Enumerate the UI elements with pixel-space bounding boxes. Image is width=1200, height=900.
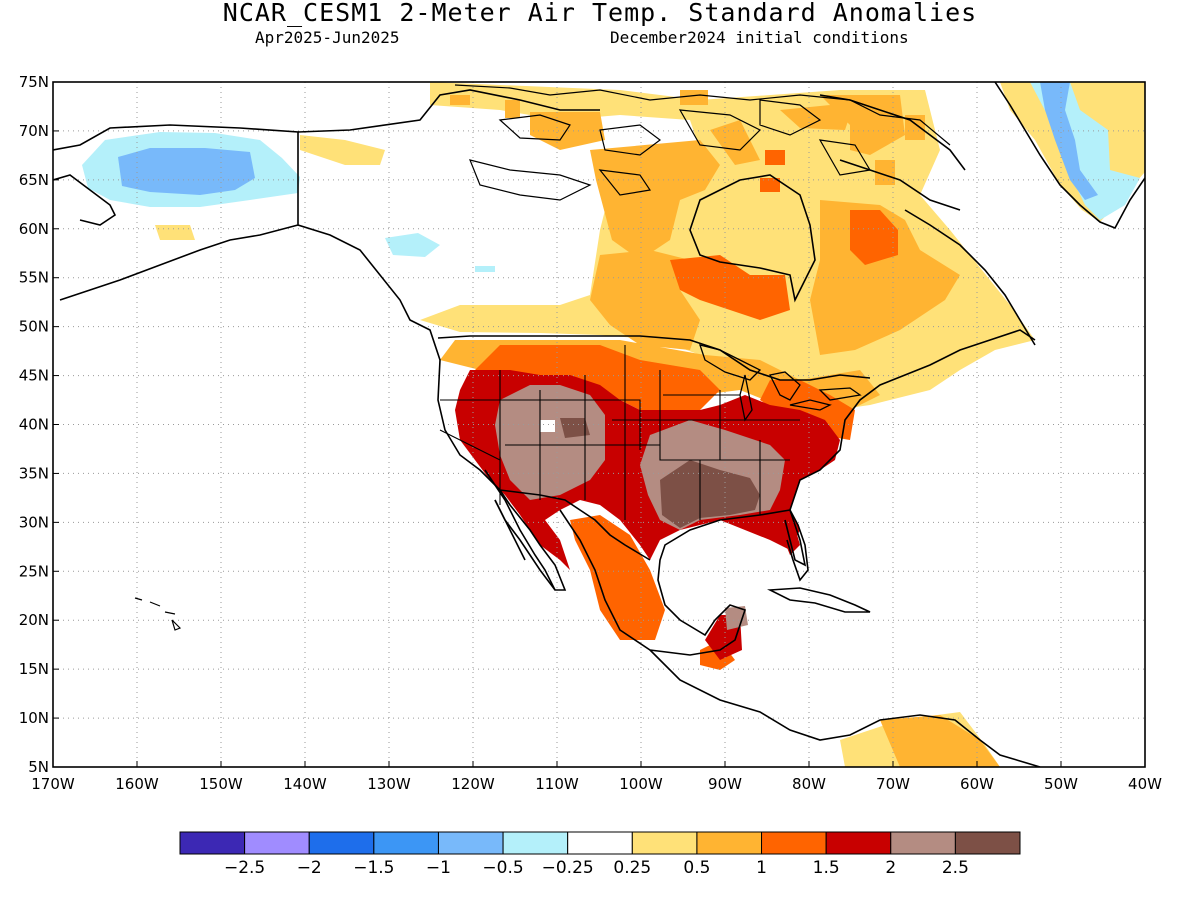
lon-label: 50W [1044,775,1078,793]
us-state-lines [439,345,800,520]
lat-label: 45N [19,367,49,385]
colorbar-swatch [890,831,956,855]
southern-us-darkbrown [560,418,760,528]
lat-label: 70N [19,122,49,140]
coastlines [53,82,1145,767]
lon-label: 100W [619,775,663,793]
lat-label: 55N [19,269,49,287]
colorbar-label: −0.25 [542,858,594,878]
arctic-islands [454,84,951,201]
colorbar-swatch [179,831,246,855]
initial-conditions: December2024 initial conditions [610,28,909,47]
lon-label: 90W [708,775,742,793]
lat-label: 35N [19,464,49,482]
colorbar: −2.5 −2 −1.5 −1 −0.5 −0.25 0.25 0.5 1 1.5 2 2.5 [179,831,1021,878]
lon-label: 160W [115,775,159,793]
lon-label: 130W [367,775,411,793]
forecast-period: Apr2025-Jun2025 [255,28,400,47]
florida [786,509,809,582]
alaska-cold-core [118,148,255,195]
lat-label: 15N [19,660,49,678]
lat-label: 30N [19,513,49,531]
baja-coast [484,469,556,591]
greenland-coast [994,82,1145,230]
lat-label: 40N [19,416,49,434]
lat-label: 25N [19,562,49,580]
lon-label: 170W [31,775,75,793]
greenland-cold-core [1040,82,1098,200]
colorbar-label: −1.5 [353,858,394,878]
lat-label: 50N [19,318,49,336]
lat-label: 5N [28,758,49,776]
map-title: NCAR_CESM1 2-Meter Air Temp. Standard An… [222,0,978,27]
colorbar-swatch [631,831,698,855]
colorbar-swatch [373,831,439,855]
colorbar-swatch [502,831,569,855]
cuba [767,587,871,613]
lat-label: 75N [19,73,49,91]
lon-label: 110W [535,775,579,793]
colorbar-label: −2.5 [224,858,265,878]
nwt-cold-patch [475,266,495,272]
lat-label: 10N [19,709,49,727]
lat-label: 65N [19,171,49,189]
lake-white [540,420,555,432]
colorbar-label: −1 [426,858,451,878]
us-mexico-border [499,489,651,561]
lat-lon-grid [53,82,1145,767]
lon-label: 40W [1128,775,1162,793]
lon-label: 120W [451,775,495,793]
colorbar-label: 0.25 [613,858,651,878]
hawaii [134,597,182,631]
colorbar-label: −2 [297,858,322,878]
central-america-coast [649,649,1041,767]
colorbar-swatch [567,831,633,855]
mexico-gulf-coast [559,329,1036,656]
great-lakes [699,344,862,422]
hudson-bay [689,174,816,303]
western-us-brown [495,385,785,630]
colorbar-label: 0.5 [683,858,710,878]
colorbar-swatch [696,831,763,855]
colorbar-label: −0.5 [482,858,523,878]
lon-label: 140W [283,775,327,793]
colorbar-label: 2.5 [942,858,969,878]
lat-label: 20N [19,611,49,629]
colorbar-swatch [308,831,375,855]
colorbar-swatch [825,831,892,855]
lon-label: 150W [199,775,243,793]
longitude-labels: 170W 160W 150W 140W 130W 120W 110W 100W 90W 80W 70… [31,761,1162,793]
lon-label: 60W [960,775,994,793]
western-canada-coast [297,89,600,133]
yukon-cold-patch [385,233,440,257]
colorbar-label: 2 [885,858,896,878]
lat-label: 60N [19,220,49,238]
colorbar-swatch [437,831,504,855]
lon-label: 70W [876,775,910,793]
lon-label: 80W [792,775,826,793]
colorbar-swatch [761,831,827,855]
colorbar-label: 1.5 [813,858,840,878]
colorbar-swatch [244,831,310,855]
canada-yellow [155,82,1035,767]
latitude-labels: 75N 70N 65N 60N 55N 50N 45N 40N 35N 30N 25N 20N 15N 1… [19,73,59,776]
colorbar-label: 1 [756,858,767,878]
alaska-coast [53,124,567,591]
anomaly-field [82,82,1145,767]
colorbar-swatch [954,831,1021,855]
